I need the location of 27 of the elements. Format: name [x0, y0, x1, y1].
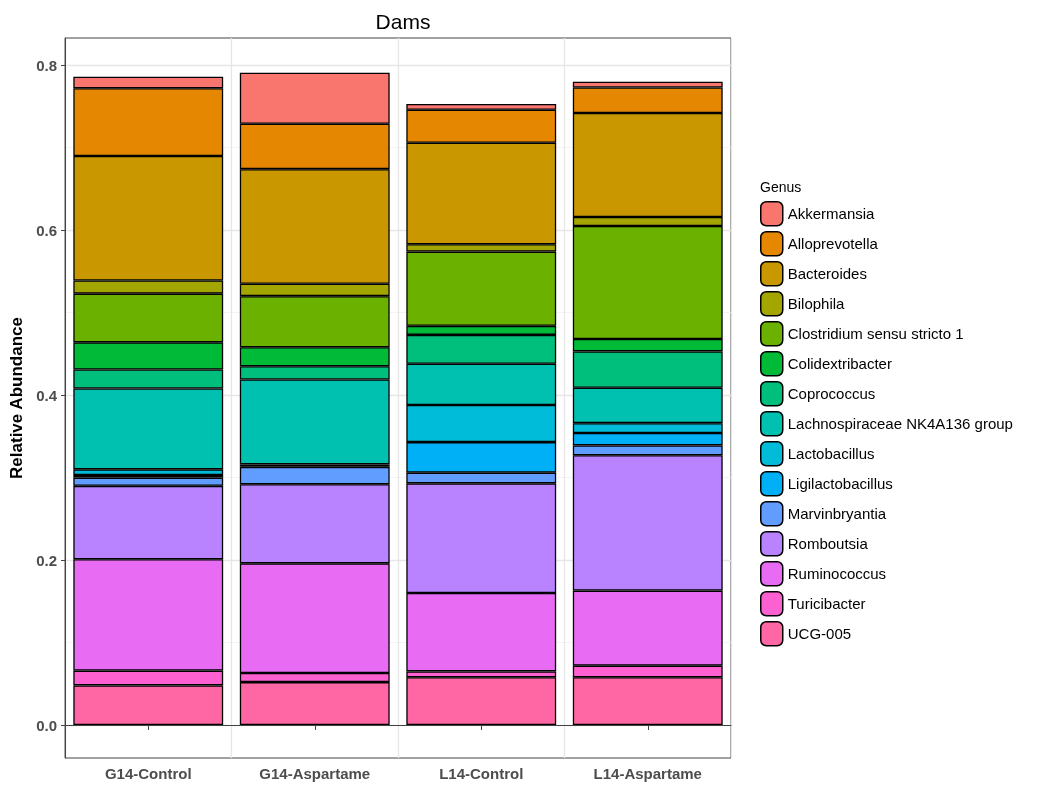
legend-label: UCG-005 — [787, 625, 852, 643]
legend-label: Turicibacter — [787, 595, 866, 613]
legend-label: Romboutsia — [787, 535, 869, 553]
x-tick-label: G14-Control — [104, 765, 192, 782]
legend-label: Coprococcus — [787, 385, 876, 403]
y-tick-label: 0.0 — [36, 716, 57, 734]
legend-label: Marvinbryantia — [787, 505, 887, 523]
legend-label: Lachnospiraceae NK4A136 group — [787, 415, 1013, 433]
x-tick-label: L14-Aspartame — [593, 765, 702, 782]
legend-label: Ruminococcus — [787, 565, 887, 583]
legend-label: Clostridium sensu stricto 1 — [787, 325, 964, 343]
chart-title: Dams — [375, 10, 431, 33]
legend-label: Alloprevotella — [787, 235, 879, 253]
legend-title: Genus — [760, 179, 802, 195]
legend-label: Akkermansia — [787, 205, 876, 223]
y-tick-label: 0.8 — [36, 56, 57, 74]
legend-label: Bilophila — [787, 295, 846, 313]
y-tick-label: 0.6 — [36, 221, 57, 239]
x-tick-label: L14-Control — [439, 765, 524, 782]
legend-label: Lactobacillus — [787, 445, 875, 463]
x-tick-label: G14-Aspartame — [259, 765, 371, 782]
y-tick-label: 0.4 — [36, 386, 58, 404]
legend-label: Bacteroides — [787, 265, 867, 283]
legend-label: Ligilactobacillus — [787, 475, 893, 493]
y-axis-title: Relative Abundance — [7, 317, 26, 479]
y-tick-label: 0.2 — [36, 551, 57, 569]
legend-label: Colidextribacter — [787, 355, 892, 373]
